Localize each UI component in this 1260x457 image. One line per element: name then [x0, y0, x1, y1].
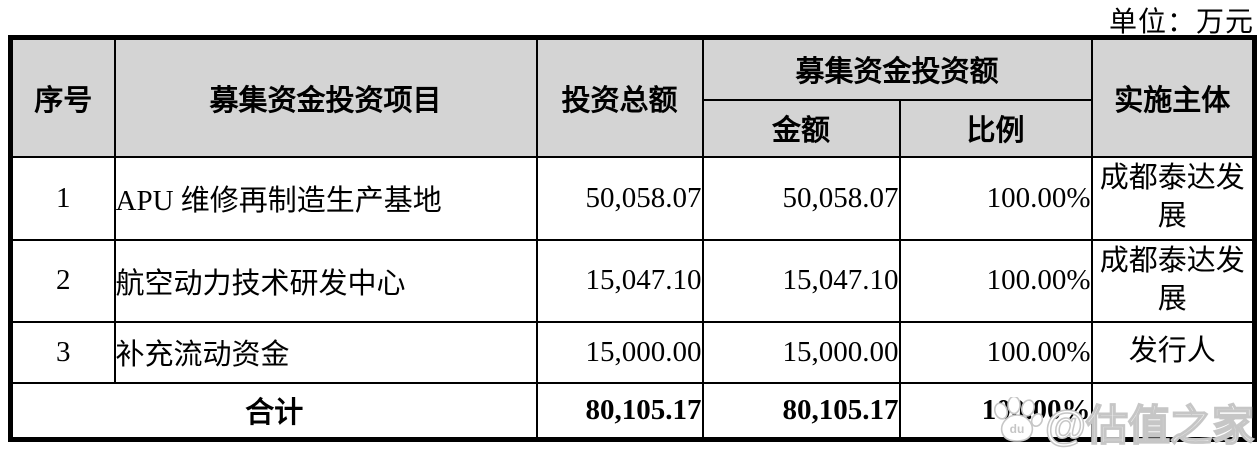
header-row-2: 金额 比例	[11, 98, 1255, 158]
total-ratio: 100.00%	[898, 381, 1093, 441]
table-row: 1 APU 维修再制造生产基地 50,058.07 50,058.07 100.…	[9, 155, 1256, 241]
table-row: 2 航空动力技术研发中心 15,047.10 15,047.10 100.00%…	[9, 238, 1256, 323]
total-label: 合计	[9, 381, 538, 441]
total-total: 80,105.17	[535, 381, 704, 441]
header-row-1: 序号 募集资金投资项目 投资总额 募集资金投资额 实施主体	[9, 36, 1256, 158]
row2-ratio: 100.00%	[898, 238, 1093, 323]
header-amount: 金额	[701, 98, 901, 158]
row2-seq: 2	[9, 238, 116, 323]
table-row: 3 补充流动资金 15,000.00 15,000.00 100.00% 发行人	[9, 320, 1256, 384]
row1-entity: 成都泰达发展	[1090, 155, 1256, 241]
row3-project: 补充流动资金	[113, 320, 538, 384]
total-row: 合计 80,105.17 80,105.17 100.00%	[9, 381, 1256, 441]
total-amount: 80,105.17	[701, 381, 901, 441]
header-ratio: 比例	[898, 98, 1093, 158]
header-total-investment: 投资总额	[535, 36, 704, 158]
row3-entity: 发行人	[1090, 320, 1256, 384]
row1-total: 50,058.07	[535, 155, 704, 241]
unit-label: 单位：万元	[1108, 7, 1254, 38]
row3-amount: 15,000.00	[701, 320, 901, 384]
row3-ratio: 100.00%	[898, 320, 1093, 384]
row2-amount: 15,047.10	[701, 238, 901, 323]
header-raised-funds-group: 募集资金投资额	[701, 36, 1093, 101]
row1-amount: 50,058.07	[701, 155, 901, 241]
total-entity	[1090, 381, 1256, 441]
header-seq: 序号	[9, 36, 116, 158]
row2-entity: 成都泰达发展	[1090, 238, 1256, 323]
header-project: 募集资金投资项目	[113, 36, 538, 158]
header-entity: 实施主体	[1090, 36, 1256, 158]
row1-ratio: 100.00%	[898, 155, 1093, 241]
row1-seq: 1	[9, 155, 116, 241]
row3-total: 15,000.00	[535, 320, 704, 384]
row2-project: 航空动力技术研发中心	[113, 238, 538, 323]
fundraising-investment-table: 序号 募集资金投资项目 投资总额 募集资金投资额 实施主体 金额 比例 1 AP…	[8, 35, 1258, 442]
row3-seq: 3	[9, 320, 116, 384]
row2-total: 15,047.10	[535, 238, 704, 323]
row1-project: APU 维修再制造生产基地	[113, 155, 538, 241]
